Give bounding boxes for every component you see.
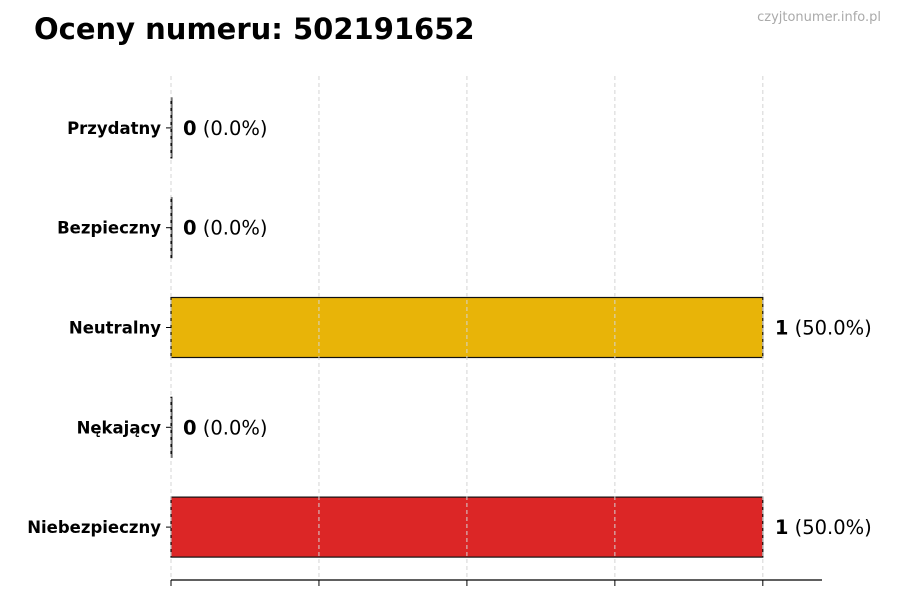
value-label: 1 (50.0%): [775, 516, 872, 539]
value-percent: (0.0%): [197, 217, 268, 240]
category-label: Przydatny: [67, 119, 161, 138]
value-count: 1: [775, 317, 789, 340]
category-label: Bezpieczny: [57, 219, 161, 238]
category-label: Niebezpieczny: [27, 518, 161, 537]
bar-bezpieczny: [170, 197, 173, 259]
watermark: czyjtonumer.info.pl: [757, 10, 881, 25]
value-percent: (50.0%): [788, 516, 871, 539]
value-percent: (50.0%): [788, 317, 871, 340]
value-count: 0: [183, 217, 197, 240]
bar-neutralny: [170, 296, 764, 359]
value-label: 0 (0.0%): [183, 416, 268, 439]
value-label: 0 (0.0%): [183, 117, 268, 140]
value-count: 0: [183, 416, 197, 439]
value-percent: (0.0%): [197, 416, 268, 439]
category-label: Neutralny: [69, 319, 161, 338]
value-count: 0: [183, 117, 197, 140]
chart-title: Oceny numeru: 502191652: [34, 12, 475, 46]
category-label: Nękający: [77, 418, 162, 437]
value-percent: (0.0%): [197, 117, 268, 140]
value-count: 1: [775, 516, 789, 539]
value-label: 1 (50.0%): [775, 317, 872, 340]
value-label: 0 (0.0%): [183, 217, 268, 240]
